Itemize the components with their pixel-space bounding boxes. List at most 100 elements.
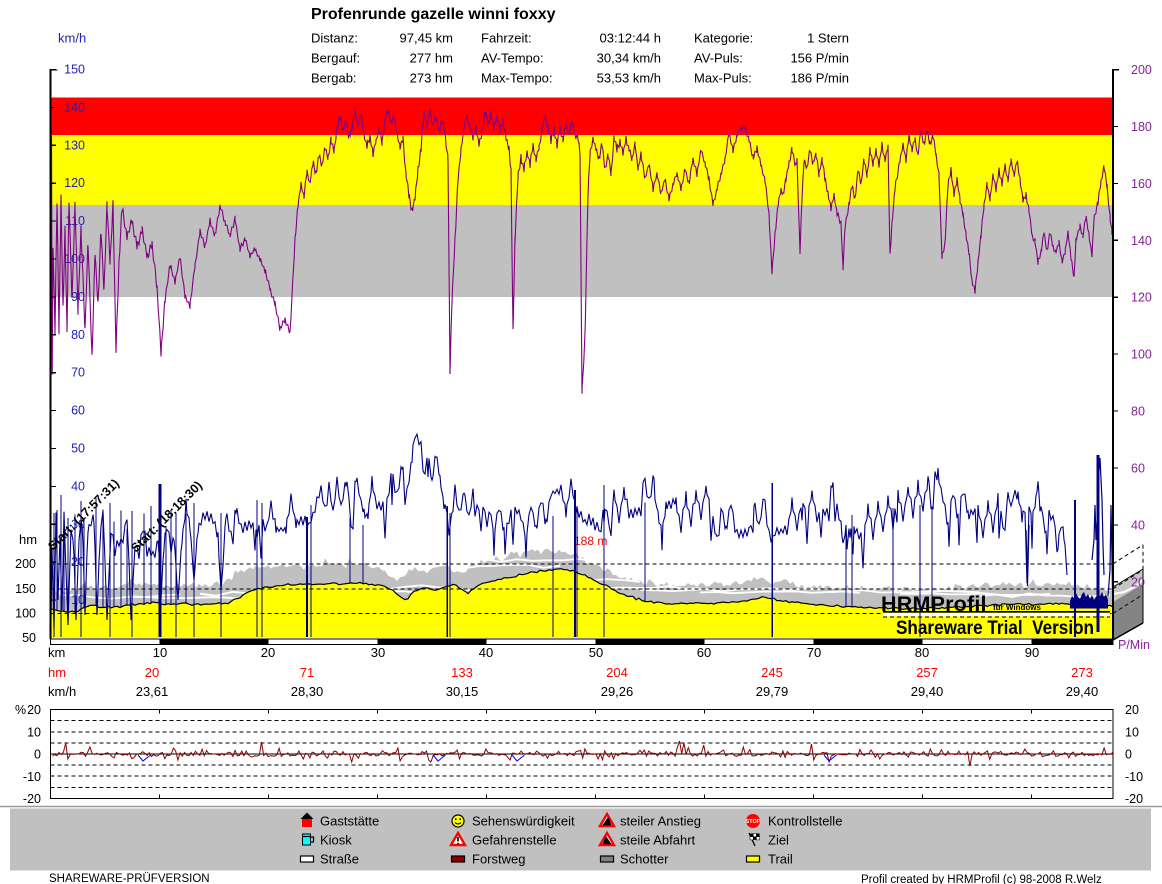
svg-text:200: 200 <box>15 557 36 571</box>
svg-text:steiler Anstieg: steiler Anstieg <box>620 814 701 829</box>
svg-text:245: 245 <box>761 665 783 680</box>
svg-text:186 P/min: 186 P/min <box>790 71 849 86</box>
svg-text:%: % <box>15 703 26 717</box>
svg-text:Fahrzeit:: Fahrzeit: <box>481 31 532 46</box>
svg-text:50: 50 <box>71 442 85 456</box>
svg-text:160: 160 <box>1131 177 1152 191</box>
svg-text:71: 71 <box>300 665 314 680</box>
svg-text:hm: hm <box>19 532 37 547</box>
svg-text:20: 20 <box>1125 703 1139 717</box>
svg-text:20: 20 <box>27 703 41 717</box>
svg-text:29,79: 29,79 <box>756 684 789 699</box>
svg-text:80: 80 <box>71 328 85 342</box>
svg-text:0: 0 <box>1125 748 1132 762</box>
svg-text:204: 204 <box>606 665 628 680</box>
svg-text:257: 257 <box>916 665 938 680</box>
svg-text:03:12:44 h: 03:12:44 h <box>600 31 661 46</box>
svg-text:80: 80 <box>915 645 929 660</box>
svg-text:70: 70 <box>71 366 85 380</box>
svg-text:Shareware Trial Version: Shareware Trial Version <box>896 618 1094 639</box>
svg-text:-10: -10 <box>23 770 41 784</box>
svg-text:Trail: Trail <box>768 852 793 867</box>
svg-text:50: 50 <box>589 645 603 660</box>
svg-text:AV-Tempo:: AV-Tempo: <box>481 51 544 66</box>
svg-text:120: 120 <box>64 176 85 190</box>
svg-text:Distanz:: Distanz: <box>311 31 358 46</box>
svg-text:km/h: km/h <box>58 31 86 46</box>
svg-text:km/h: km/h <box>48 684 76 699</box>
svg-text:273 hm: 273 hm <box>410 71 453 86</box>
svg-text:40: 40 <box>1131 518 1145 532</box>
svg-text:188 m: 188 m <box>574 534 607 548</box>
svg-text:140: 140 <box>1131 234 1152 248</box>
svg-text:Kontrollstelle: Kontrollstelle <box>768 814 842 829</box>
svg-text:10: 10 <box>27 726 41 740</box>
svg-text:133: 133 <box>451 665 473 680</box>
svg-text:156 P/min: 156 P/min <box>790 51 849 66</box>
svg-text:Sehenswürdigkeit: Sehenswürdigkeit <box>472 814 575 829</box>
svg-text:-10: -10 <box>1125 770 1143 784</box>
svg-text:200: 200 <box>1131 63 1152 77</box>
svg-text:277 hm: 277 hm <box>410 51 453 66</box>
svg-text:180: 180 <box>1131 120 1152 134</box>
svg-text:Bergab:: Bergab: <box>311 71 357 86</box>
svg-text:hm: hm <box>48 665 66 680</box>
svg-text:Kiosk: Kiosk <box>320 833 352 848</box>
svg-text:60: 60 <box>1131 462 1145 476</box>
svg-text:30: 30 <box>371 645 385 660</box>
svg-text:80: 80 <box>1131 405 1145 419</box>
svg-text:97,45 km: 97,45 km <box>400 31 453 46</box>
svg-text:60: 60 <box>71 404 85 418</box>
svg-text:29,40: 29,40 <box>911 684 944 699</box>
svg-text:20: 20 <box>1131 575 1145 589</box>
svg-text:50: 50 <box>22 631 36 645</box>
svg-text:10: 10 <box>1125 726 1139 740</box>
svg-text:273: 273 <box>1071 665 1093 680</box>
svg-text:-20: -20 <box>23 792 41 806</box>
svg-text:10: 10 <box>71 593 85 607</box>
svg-text:Schotter: Schotter <box>620 852 669 867</box>
svg-text:für Windows: für Windows <box>993 603 1041 612</box>
svg-text:53,53 km/h: 53,53 km/h <box>597 71 661 86</box>
svg-text:40: 40 <box>71 479 85 493</box>
svg-text:29,40: 29,40 <box>1066 684 1099 699</box>
svg-text:1 Stern: 1 Stern <box>807 31 849 46</box>
svg-text:SHAREWARE-PRÜFVERSION: SHAREWARE-PRÜFVERSION <box>49 873 210 884</box>
svg-text:90: 90 <box>1025 645 1039 660</box>
svg-text:40: 40 <box>479 645 493 660</box>
svg-text:Gaststätte: Gaststätte <box>320 814 379 829</box>
svg-text:130: 130 <box>64 138 85 152</box>
svg-text:steile Abfahrt: steile Abfahrt <box>620 833 696 848</box>
svg-text:km: km <box>48 645 65 660</box>
svg-text:Profil created by HRMProfil (c: Profil created by HRMProfil (c) 98-2008 … <box>861 874 1102 884</box>
svg-text:Bergauf:: Bergauf: <box>311 51 360 66</box>
svg-text:100: 100 <box>1131 348 1152 362</box>
svg-text:AV-Puls:: AV-Puls: <box>694 51 743 66</box>
svg-text:28,30: 28,30 <box>291 684 324 699</box>
svg-text:60: 60 <box>697 645 711 660</box>
svg-text:0: 0 <box>34 748 41 762</box>
svg-text:150: 150 <box>64 63 85 77</box>
svg-text:Max-Tempo:: Max-Tempo: <box>481 71 553 86</box>
svg-text:70: 70 <box>807 645 821 660</box>
svg-text:20: 20 <box>261 645 275 660</box>
svg-text:140: 140 <box>64 100 85 114</box>
svg-text:Gefahrenstelle: Gefahrenstelle <box>472 833 557 848</box>
svg-text:29,26: 29,26 <box>601 684 634 699</box>
svg-text:30,15: 30,15 <box>446 684 479 699</box>
svg-text:Straße: Straße <box>320 852 359 867</box>
svg-text:-20: -20 <box>1125 792 1143 806</box>
svg-text:Max-Puls:: Max-Puls: <box>694 71 752 86</box>
svg-text:Forstweg: Forstweg <box>472 852 525 867</box>
svg-text:Profenrunde gazelle winni foxx: Profenrunde gazelle winni foxxy <box>311 6 556 23</box>
svg-text:100: 100 <box>15 607 36 621</box>
svg-text:Ziel: Ziel <box>768 833 789 848</box>
svg-text:20: 20 <box>145 665 159 680</box>
svg-text:10: 10 <box>153 645 167 660</box>
svg-text:30,34 km/h: 30,34 km/h <box>597 51 661 66</box>
svg-text:23,61: 23,61 <box>136 684 169 699</box>
svg-text:Kategorie:: Kategorie: <box>694 31 753 46</box>
svg-text:P/Min: P/Min <box>1118 638 1150 652</box>
svg-text:HRMProfil: HRMProfil <box>881 592 987 616</box>
svg-text:150: 150 <box>15 582 36 596</box>
